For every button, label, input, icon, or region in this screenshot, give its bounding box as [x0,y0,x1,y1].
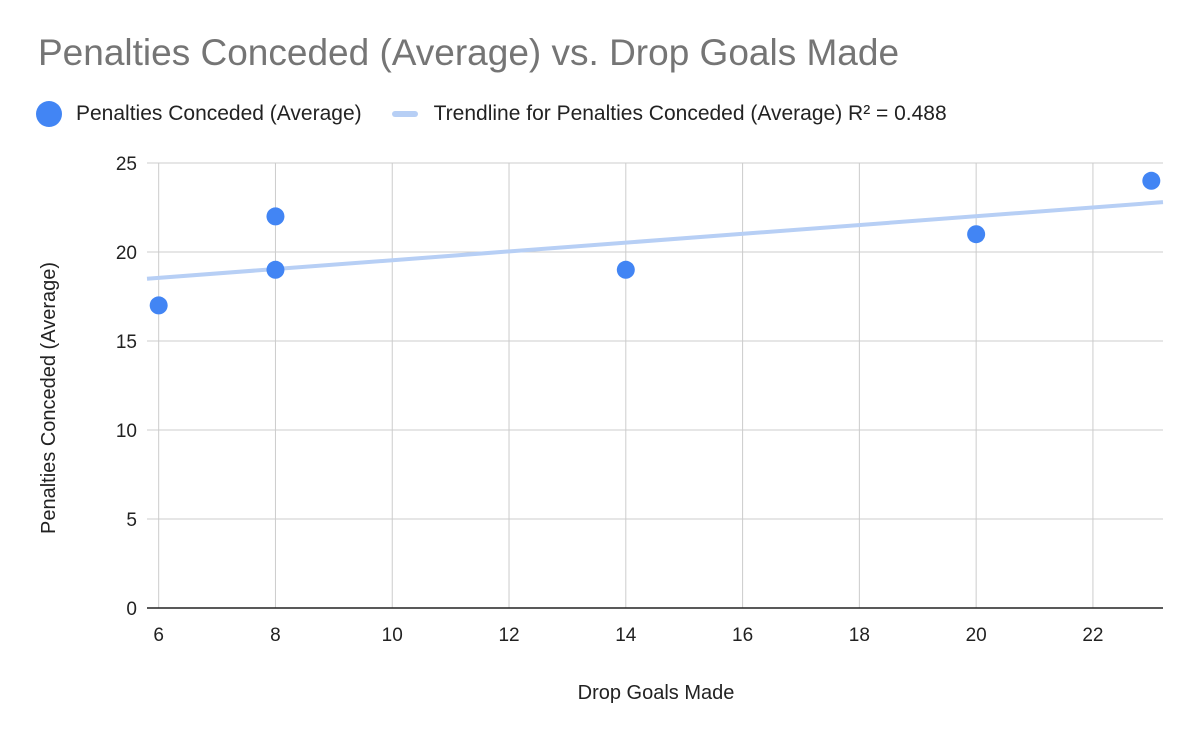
x-tick-label: 10 [382,625,403,646]
x-tick-labels: 6 8 10 12 14 16 18 20 22 [153,625,1103,646]
data-point[interactable] [266,260,285,279]
x-tick-label: 8 [270,625,281,646]
data-point[interactable] [266,207,285,226]
chart-title: Penalties Conceded (Average) vs. Drop Go… [38,32,900,73]
x-tick-label: 16 [732,625,753,646]
trendline [146,200,1164,281]
x-tick-label: 22 [1082,625,1103,646]
trendline-layer [146,200,1164,281]
x-tick-label: 6 [153,625,164,646]
data-points [149,171,1161,315]
legend-marker-dot-icon [36,101,62,127]
legend-label-trendline: Trendline for Penalties Conceded (Averag… [433,102,947,125]
y-tick-label: 0 [126,599,137,620]
y-tick-label: 5 [126,510,137,531]
x-tick-label: 14 [615,625,637,646]
data-point[interactable] [616,260,635,279]
vertical-gridlines [158,163,1094,608]
y-tick-label: 15 [116,332,137,353]
data-point[interactable] [967,225,986,244]
legend-item-trendline[interactable]: Trendline for Penalties Conceded (Averag… [391,102,947,126]
x-tick-label: 12 [498,625,519,646]
y-tick-labels: 0 5 10 15 20 25 [116,154,137,620]
x-tick-label: 20 [966,625,987,646]
legend-marker-line-icon [391,111,418,117]
data-point[interactable] [1142,171,1161,190]
horizontal-gridlines [147,162,1163,520]
x-axis-title: Drop Goals Made [578,682,735,704]
legend-item-series[interactable]: Penalties Conceded (Average) [36,101,362,127]
data-point[interactable] [149,296,168,315]
y-tick-label: 25 [116,154,137,175]
x-tick-label: 18 [849,625,870,646]
legend-label-series: Penalties Conceded (Average) [76,102,362,125]
y-axis-title: Penalties Conceded (Average) [38,262,60,534]
y-tick-label: 20 [116,243,137,264]
legend: Penalties Conceded (Average) Trendline f… [36,98,977,130]
y-tick-label: 10 [116,421,137,442]
